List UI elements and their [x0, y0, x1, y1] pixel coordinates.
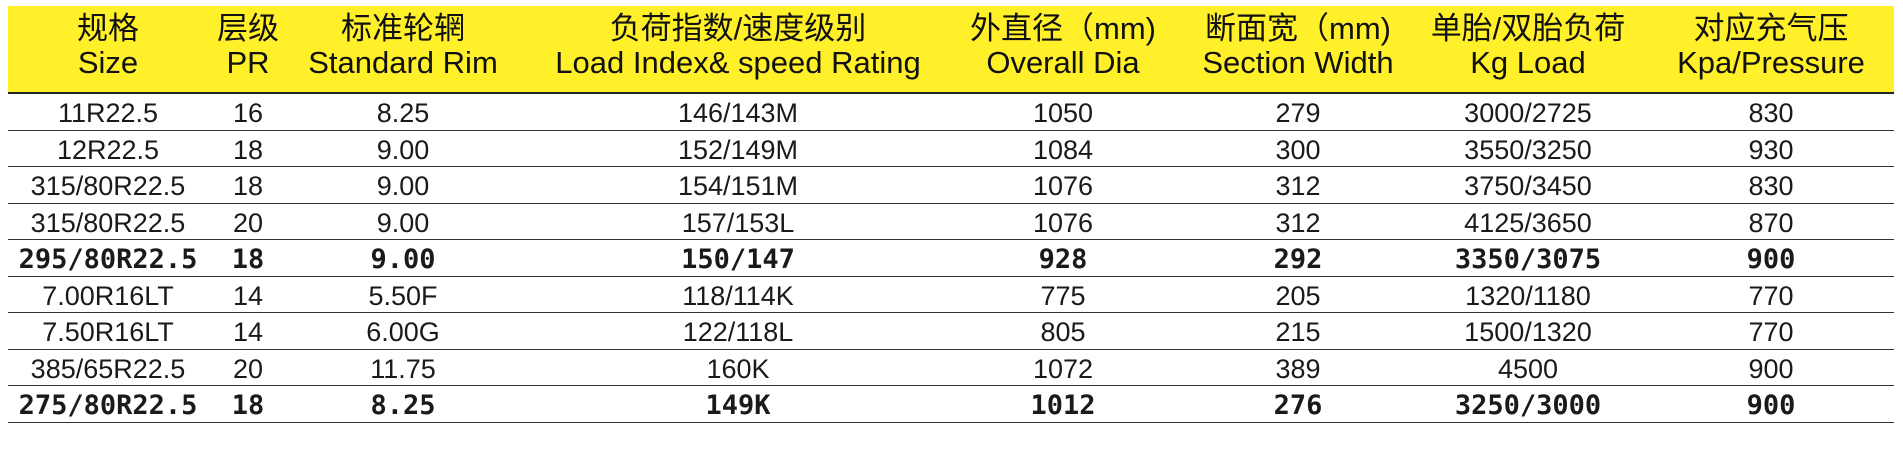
- table-header: 规格 Size 层级 PR 标准轮辋 Standard Rim 负荷指数/速度级别 Lo…: [8, 6, 1894, 94]
- cell-pr: 18: [232, 134, 264, 165]
- cell-overall-dia: 1084: [1032, 134, 1094, 165]
- cell-load-index: 150/147: [681, 244, 795, 275]
- table-row: 385/65R22.5 20 11.75 160K 1072 389 4500 …: [8, 350, 1894, 386]
- cell-pressure: 900: [1748, 353, 1794, 384]
- cell-load-index: 146/143M: [677, 98, 799, 128]
- cell-pr: 14: [232, 317, 264, 347]
- cell-section-width: 312: [1275, 207, 1321, 238]
- cell-pr: 16: [232, 98, 264, 128]
- cell-rim: 9.00: [376, 171, 430, 201]
- header-pressure: 对应充气压 Kpa/Pressure: [1677, 11, 1865, 80]
- cell-pr: 18: [231, 390, 265, 421]
- header-pr: 层级 PR: [217, 11, 279, 80]
- cell-pressure: 830: [1748, 98, 1794, 128]
- cell-overall-dia: 775: [1040, 280, 1086, 311]
- header-load-index: 负荷指数/速度级别 Load Index& speed Rating: [555, 11, 921, 80]
- cell-pressure: 900: [1746, 244, 1796, 275]
- header-standard-rim: 标准轮辋 Standard Rim: [308, 11, 498, 80]
- cell-overall-dia: 1076: [1032, 207, 1094, 238]
- cell-section-width: 389: [1275, 353, 1321, 384]
- cell-load-index: 152/149M: [677, 134, 799, 165]
- cell-pressure: 870: [1748, 207, 1794, 238]
- cell-load-index: 160K: [706, 353, 770, 384]
- cell-kg-load: 3350/3075: [1454, 244, 1602, 275]
- cell-overall-dia: 928: [1038, 244, 1088, 275]
- cell-kg-load: 3000/2725: [1464, 98, 1592, 128]
- cell-pr: 20: [232, 207, 264, 238]
- cell-section-width: 279: [1275, 98, 1321, 128]
- cell-rim: 8.25: [376, 98, 430, 128]
- header-kg-load: 单胎/双胎负荷 Kg Load: [1430, 11, 1626, 80]
- cell-load-index: 154/151M: [677, 171, 799, 201]
- cell-kg-load: 4125/3650: [1464, 207, 1592, 238]
- cell-size: 275/80R22.5: [18, 390, 198, 421]
- cell-size: 7.00R16LT: [42, 280, 174, 311]
- cell-pr: 18: [232, 171, 264, 201]
- cell-rim: 5.50F: [368, 280, 438, 311]
- cell-section-width: 276: [1273, 390, 1323, 421]
- cell-overall-dia: 805: [1040, 317, 1086, 347]
- cell-size: 11R22.5: [57, 98, 159, 128]
- table-row: 295/80R22.5 18 9.00 150/147 928 292 3350…: [8, 240, 1894, 277]
- cell-kg-load: 3250/3000: [1454, 390, 1602, 421]
- cell-size: 315/80R22.5: [30, 207, 186, 238]
- cell-pr: 18: [231, 244, 265, 275]
- table-row: 315/80R22.5 18 9.00 154/151M 1076 312 37…: [8, 167, 1894, 204]
- cell-kg-load: 1320/1180: [1465, 280, 1591, 311]
- table-row: 11R22.5 16 8.25 146/143M 1050 279 3000/2…: [8, 94, 1894, 131]
- cell-pressure: 900: [1746, 390, 1796, 421]
- cell-pressure: 830: [1748, 171, 1794, 201]
- header-size: 规格 Size: [77, 11, 139, 80]
- cell-rim: 11.75: [370, 353, 436, 384]
- cell-rim: 9.00: [376, 207, 430, 238]
- cell-kg-load: 3750/3450: [1464, 171, 1592, 201]
- cell-size: 7.50R16LT: [42, 317, 174, 347]
- cell-load-index: 157/153L: [681, 207, 795, 238]
- table-row: 315/80R22.5 20 9.00 157/153L 1076 312 41…: [8, 204, 1894, 240]
- cell-overall-dia: 1072: [1032, 353, 1094, 384]
- cell-rim: 6.00G: [366, 317, 440, 347]
- cell-size: 385/65R22.5: [30, 353, 186, 384]
- cell-rim: 9.00: [376, 134, 430, 165]
- cell-rim: 8.25: [370, 390, 436, 421]
- cell-pressure: 770: [1748, 280, 1794, 311]
- table-row: 7.00R16LT 14 5.50F 118/114K 775 205 1320…: [8, 277, 1894, 313]
- cell-load-index: 118/114K: [682, 280, 794, 311]
- table-row: 7.50R16LT 14 6.00G 122/118L 805 215 1500…: [8, 313, 1894, 350]
- cell-load-index: 149K: [705, 390, 771, 421]
- cell-pr: 20: [232, 353, 264, 384]
- header-overall-dia: 外直径（mm) Overall Dia: [970, 11, 1156, 80]
- cell-section-width: 215: [1275, 317, 1321, 347]
- cell-pressure: 930: [1748, 134, 1794, 165]
- cell-size: 315/80R22.5: [30, 171, 186, 201]
- cell-section-width: 292: [1273, 244, 1323, 275]
- cell-section-width: 312: [1275, 171, 1321, 201]
- cell-overall-dia: 1076: [1032, 171, 1094, 201]
- cell-kg-load: 3550/3250: [1464, 134, 1592, 165]
- cell-section-width: 205: [1275, 280, 1321, 311]
- cell-section-width: 300: [1275, 134, 1321, 165]
- cell-kg-load: 1500/1320: [1464, 317, 1592, 347]
- cell-pr: 14: [232, 280, 264, 311]
- tire-spec-table: 规格 Size 层级 PR 标准轮辋 Standard Rim 负荷指数/速度级别 Lo…: [8, 6, 1894, 423]
- header-section-width: 断面宽（mm) Section Width: [1202, 11, 1394, 80]
- cell-overall-dia: 1050: [1032, 98, 1094, 128]
- table-row: 275/80R22.5 18 8.25 149K 1012 276 3250/3…: [8, 386, 1894, 423]
- cell-overall-dia: 1012: [1030, 390, 1096, 421]
- cell-kg-load: 4500: [1497, 353, 1559, 384]
- cell-load-index: 122/118L: [682, 317, 794, 347]
- cell-rim: 9.00: [370, 244, 436, 275]
- cell-size: 295/80R22.5: [18, 244, 198, 275]
- table-row: 12R22.5 18 9.00 152/149M 1084 300 3550/3…: [8, 131, 1894, 167]
- cell-size: 12R22.5: [56, 134, 160, 165]
- cell-pressure: 770: [1748, 317, 1794, 347]
